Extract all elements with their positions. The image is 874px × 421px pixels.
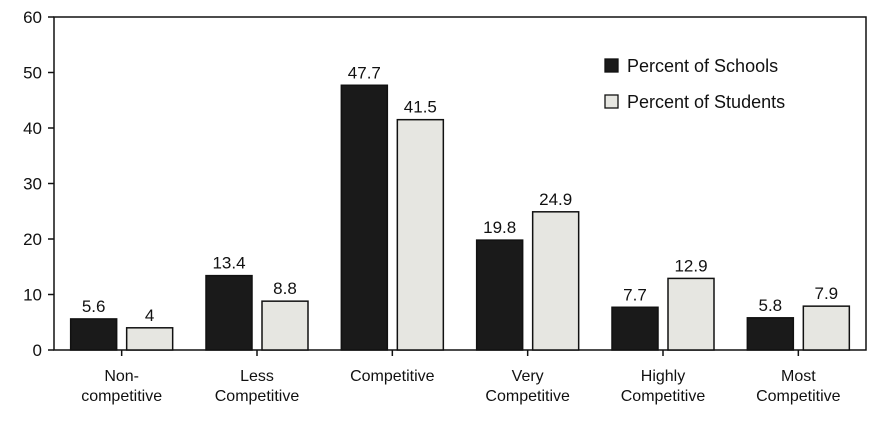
data-label: 12.9 (674, 256, 707, 275)
bar-schools (475, 239, 524, 351)
data-label: 19.8 (483, 218, 516, 237)
data-label: 5.8 (759, 296, 783, 315)
category-label-line: competitive (81, 388, 162, 405)
category-label: Non-competitive (81, 368, 162, 405)
y-tick-label: 50 (23, 64, 42, 83)
legend-label: Percent of Schools (627, 56, 778, 76)
y-tick-label: 10 (23, 286, 42, 305)
data-label: 13.4 (212, 254, 245, 273)
legend-swatch (604, 94, 619, 109)
data-label: 7.7 (623, 285, 647, 304)
category-label-line: Less (240, 368, 274, 385)
data-label: 7.9 (815, 284, 839, 303)
legend-swatch (604, 58, 619, 73)
legend-label: Percent of Students (627, 92, 785, 112)
category-label-line: Very (512, 368, 544, 385)
data-label: 47.7 (348, 63, 381, 82)
category-label: Very Competitive (485, 368, 570, 405)
category-label: Most Competitive (756, 368, 841, 405)
y-tick-label: 20 (23, 230, 42, 249)
bar-students (531, 211, 580, 351)
bar-schools (746, 317, 795, 351)
data-label: 4 (145, 306, 154, 325)
y-tick-label: 60 (23, 8, 42, 27)
category-label-line: Competitive (350, 368, 435, 385)
category-label-line: Non- (104, 368, 139, 385)
data-label: 24.9 (539, 190, 572, 209)
bar-schools (611, 306, 659, 351)
category-label-line: Most (781, 368, 816, 385)
bar-students (261, 300, 309, 351)
data-label: 8.8 (273, 279, 297, 298)
category-label-line: Competitive (215, 388, 300, 405)
bar-schools (205, 274, 253, 351)
y-tick-label: 0 (33, 341, 42, 360)
category-label: Less Competitive (215, 368, 300, 405)
category-label: Competitive (350, 368, 435, 385)
bar-students (125, 327, 174, 351)
bar-schools (340, 84, 389, 351)
y-tick-label: 30 (23, 175, 42, 194)
bars (69, 84, 851, 351)
bar-students (802, 305, 851, 351)
bar-students (667, 277, 715, 351)
category-label-line: Competitive (485, 388, 570, 405)
bar-students (396, 118, 445, 351)
data-labels: 5.6 4 13.4 8.8 47.7 41.5 19.8 24.9 7.7 12.9 5.8 7.9 (82, 63, 838, 325)
y-tick-label: 40 (23, 119, 42, 138)
data-label: 41.5 (404, 98, 437, 117)
bar-schools (69, 318, 118, 351)
category-label-line: Competitive (756, 388, 841, 405)
category-label: Highly Competitive (621, 368, 706, 405)
data-label: 5.6 (82, 297, 106, 316)
category-label-line: Competitive (621, 388, 706, 405)
category-label-line: Highly (641, 368, 685, 385)
legend: Percent of Schools Percent of Students (604, 56, 785, 112)
axes: 0 10 20 30 40 50 60 Non-competitive Less Competit… (23, 8, 867, 405)
